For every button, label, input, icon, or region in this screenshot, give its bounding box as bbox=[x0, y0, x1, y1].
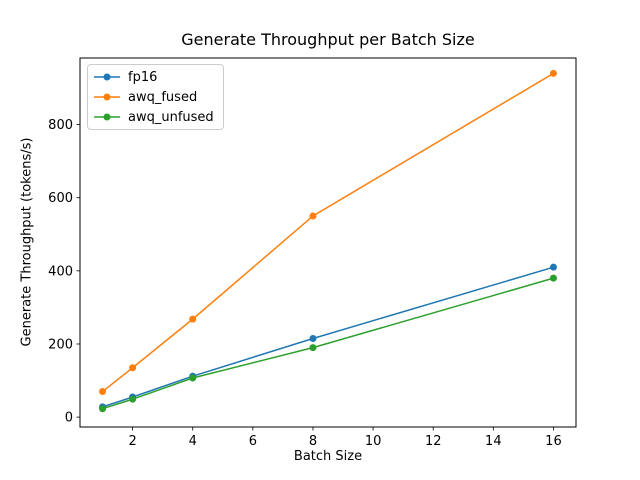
y-tick-label: 800 bbox=[48, 118, 73, 133]
y-tick-label: 400 bbox=[48, 264, 73, 279]
legend-item-fp16: fp16 bbox=[94, 69, 214, 85]
legend-line-marker-icon bbox=[94, 93, 120, 101]
legend-line-marker-icon bbox=[94, 73, 120, 81]
legend-label: awq_fused bbox=[128, 89, 198, 105]
data-point-awq_unfused bbox=[309, 344, 317, 352]
data-point-awq_fused bbox=[309, 212, 317, 220]
legend-item-awq_unfused: awq_unfused bbox=[94, 109, 214, 125]
x-tick-label: 6 bbox=[249, 434, 257, 449]
x-tick-label: 4 bbox=[189, 434, 197, 449]
legend-label: fp16 bbox=[128, 69, 158, 85]
legend-label: awq_unfused bbox=[128, 109, 214, 125]
legend-item-awq_fused: awq_fused bbox=[94, 89, 214, 105]
data-point-awq_fused bbox=[99, 388, 107, 396]
x-tick-label: 10 bbox=[365, 434, 382, 449]
y-tick-label: 600 bbox=[48, 191, 73, 206]
chart-title: Generate Throughput per Batch Size bbox=[181, 30, 475, 49]
plot-frame bbox=[79, 57, 577, 428]
y-axis-label: Generate Throughput (tokens/s) bbox=[19, 137, 35, 347]
data-point-awq_unfused bbox=[129, 395, 137, 403]
y-tick-label: 0 bbox=[65, 411, 73, 426]
x-tick-label: 2 bbox=[128, 434, 136, 449]
data-point-awq_unfused bbox=[549, 274, 557, 282]
data-point-awq_unfused bbox=[189, 374, 197, 382]
x-tick-label: 14 bbox=[485, 434, 502, 449]
series-line-awq_unfused bbox=[102, 277, 554, 410]
data-point-awq_unfused bbox=[99, 405, 107, 413]
x-axis-label: Batch Size bbox=[293, 449, 363, 464]
data-point-fp16 bbox=[549, 263, 557, 271]
x-tick-label: 16 bbox=[545, 434, 562, 449]
legend: fp16 awq_fused awq_unfused bbox=[87, 64, 224, 130]
legend-line-marker-icon bbox=[94, 113, 120, 121]
x-tick-label: 8 bbox=[309, 434, 317, 449]
data-point-awq_fused bbox=[549, 69, 557, 77]
data-point-fp16 bbox=[309, 334, 317, 342]
x-tick-label: 12 bbox=[425, 434, 442, 449]
data-point-awq_fused bbox=[129, 364, 137, 372]
y-tick-label: 200 bbox=[48, 337, 73, 352]
data-point-awq_fused bbox=[189, 315, 197, 323]
